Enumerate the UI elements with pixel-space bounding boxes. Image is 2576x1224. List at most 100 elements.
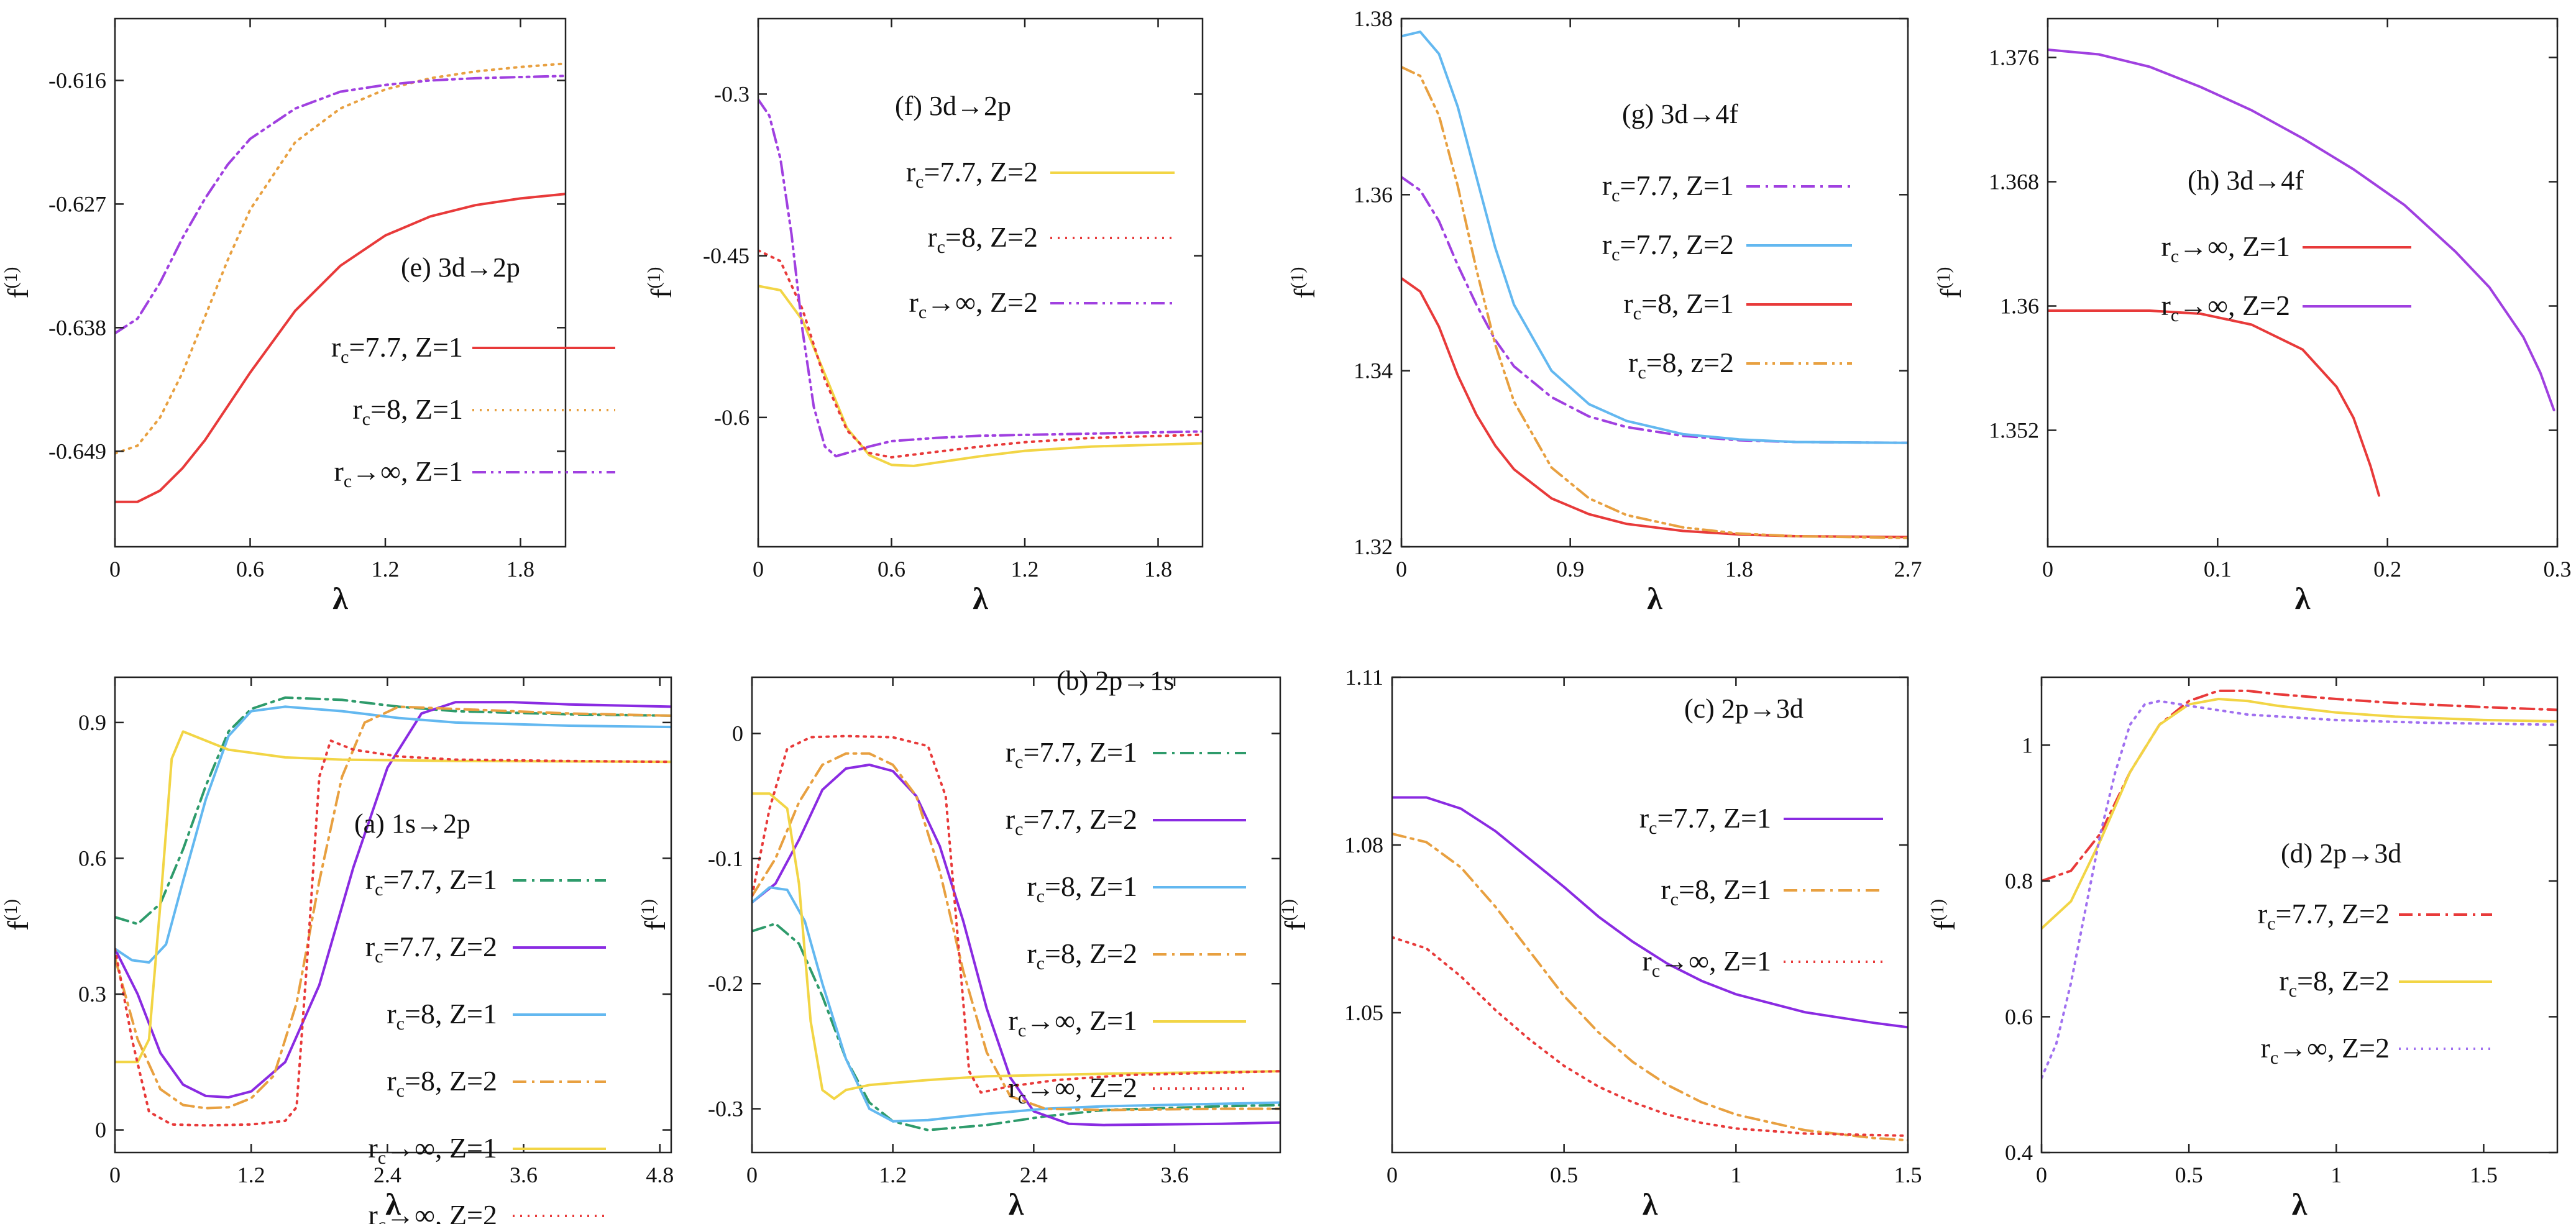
legend-label: rc→∞, Z=1 [334, 455, 464, 491]
x-tick-label: 0 [109, 557, 121, 582]
x-tick-label: 1 [2331, 1162, 2342, 1187]
series-line-a-3 [115, 705, 671, 964]
legend-label: rc→∞, Z=2 [369, 1199, 498, 1224]
series-line-b-5 [752, 792, 1280, 1100]
y-tick-label: 0.3 [78, 982, 106, 1007]
y-axis-label: f(1) [644, 267, 678, 299]
legend-label: rc=7.7, Z=1 [1639, 802, 1771, 838]
legend-label: rc→∞, Z=2 [909, 286, 1038, 322]
x-tick-label: 1.8 [506, 557, 534, 582]
y-tick-label: 0.6 [78, 846, 106, 870]
x-tick-label: 0.3 [2544, 557, 2572, 582]
y-axis-label: f(1) [1, 267, 35, 299]
series-line-a-4 [115, 705, 671, 1110]
y-tick-label: -0.1 [708, 846, 743, 871]
y-tick-label: 1.36 [1354, 182, 1393, 207]
y-tick-label: 1.34 [1354, 359, 1393, 383]
x-tick-label: 0 [746, 1162, 758, 1187]
plot-frame [114, 17, 567, 548]
series-line-g-4 [1401, 65, 1908, 539]
series-line-c-1 [1392, 796, 1908, 1029]
x-tick-label: 0 [753, 557, 764, 582]
legend-label: rc→∞, Z=1 [2161, 231, 2291, 267]
series-line-a-5 [115, 730, 671, 1064]
legend-label: rc=7.7, Z=1 [1006, 736, 1137, 772]
series-line-b-3 [752, 886, 1280, 1123]
series-line-d-2 [2042, 698, 2557, 930]
y-tick-label: -0.2 [708, 971, 743, 996]
x-axis-label: λ [1647, 581, 1662, 616]
x-tick-label: 0.6 [236, 557, 264, 582]
y-axis-label: f(1) [1927, 899, 1961, 931]
legend-label: rc=7.7, Z=1 [1602, 170, 1734, 206]
chart-panel-b: 0 1.2 2.4 3.6 -0.3 -0.2 -0.1 0 λ f(1) (b) 2p→1s rc=… [638, 665, 1281, 1222]
series-line-c-3 [1392, 936, 1908, 1137]
legend-label: rc=7.7, Z=2 [906, 156, 1038, 192]
series-line-e-1 [115, 193, 566, 503]
y-tick-label: 1.368 [1989, 170, 2039, 194]
legend-label: rc→∞, Z=1 [1009, 1005, 1138, 1041]
y-tick-label: 0.6 [2005, 1004, 2033, 1029]
legend-label: rc=7.7, Z=2 [1006, 803, 1137, 839]
panel-title: (e) 3d→2p [401, 252, 520, 283]
x-axis-label: λ [385, 1187, 401, 1222]
legend-label: rc=8, Z=1 [1661, 874, 1771, 910]
y-tick-label: 1.36 [2000, 294, 2039, 319]
chart-panel-e: 0 0.6 1.2 1.8 -0.649 -0.638 -0.627 -0.616 λ f(1) (… [1, 17, 615, 616]
series-line-c-2 [1392, 833, 1908, 1142]
panel-title: (d) 2p→3d [2281, 838, 2401, 869]
y-tick-label: 1.08 [1344, 833, 1383, 857]
y-tick-label: -0.6 [714, 405, 749, 430]
x-tick-label: 3.6 [510, 1162, 538, 1187]
y-axis-label: f(1) [1278, 899, 1312, 931]
x-axis-label: λ [2295, 581, 2311, 616]
series-line-g-2 [1401, 30, 1908, 444]
x-tick-label: 2.7 [1894, 557, 1922, 582]
x-tick-label: 4.8 [646, 1162, 674, 1187]
y-tick-label: -0.3 [708, 1097, 743, 1121]
y-tick-label: 0.4 [2005, 1140, 2033, 1165]
y-tick-label: 1.05 [1344, 1000, 1383, 1025]
chart-panel-h: 0 0.1 0.2 0.3 1.352 1.36 1.368 1.376 λ f(1) (h) 3d… [1933, 17, 2572, 616]
y-tick-label: -0.638 [48, 315, 106, 340]
series-line-f-2 [758, 249, 1203, 459]
panel-title: (c) 2p→3d [1684, 693, 1804, 724]
x-tick-label: 1.2 [372, 557, 400, 582]
chart-panel-g: 0 0.9 1.8 2.7 1.32 1.34 1.36 1.38 λ f(1) (g) 3d→4f… [1287, 6, 1922, 616]
y-tick-label: 1 [2022, 733, 2033, 757]
x-tick-label: 1 [1730, 1162, 1741, 1187]
x-tick-label: 0.2 [2373, 557, 2401, 582]
x-tick-label: 0 [1387, 1162, 1398, 1187]
x-tick-label: 2.4 [374, 1162, 401, 1187]
chart-panel-a: 0 1.2 2.4 3.6 4.8 0 0.3 0.6 0.9 λ f(1) (a) 1s→2p rc=… [1, 676, 674, 1224]
x-tick-label: 1.2 [879, 1162, 907, 1187]
x-tick-label: 3.6 [1161, 1162, 1189, 1187]
series-line-a-6 [115, 739, 671, 1127]
legend-label: rc→∞, Z=2 [1009, 1072, 1138, 1108]
y-tick-label: -0.616 [48, 68, 106, 93]
x-tick-label: 0.5 [2175, 1162, 2203, 1187]
series-line-b-2 [752, 763, 1280, 1126]
legend-label: rc→∞, Z=1 [1643, 945, 1772, 981]
series-line-b-6 [752, 734, 1280, 1094]
legend-label: rc→∞, Z=2 [2261, 1032, 2390, 1068]
chart-panel-f: 0 0.6 1.2 1.8 -0.6 -0.45 -0.3 λ f(1) (f) 3d→2p rc=… [644, 17, 1204, 616]
x-tick-label: 1.8 [1725, 557, 1753, 582]
x-tick-label: 0 [1396, 557, 1407, 582]
panel-title: (a) 1s→2p [354, 808, 470, 839]
y-tick-label: -0.45 [703, 244, 749, 268]
legend-label: rc→∞, Z=1 [369, 1132, 498, 1168]
y-axis-label: f(1) [1, 899, 35, 931]
series-line-g-3 [1401, 276, 1908, 539]
y-tick-label: 1.11 [1345, 665, 1383, 690]
legend-label: rc=8, Z=1 [387, 998, 497, 1034]
legend-label: rc=8, Z=2 [927, 221, 1038, 257]
x-tick-label: 0.9 [1556, 557, 1584, 582]
legend-label: rc=7.7, Z=2 [365, 931, 497, 967]
y-tick-label: -0.649 [48, 439, 106, 464]
legend-label: rc=8, Z=1 [1027, 870, 1137, 907]
y-tick-label: -0.3 [714, 81, 749, 106]
x-tick-label: 0 [109, 1162, 121, 1187]
plot-frame [757, 17, 1204, 548]
y-tick-label: 1.352 [1989, 418, 2039, 443]
